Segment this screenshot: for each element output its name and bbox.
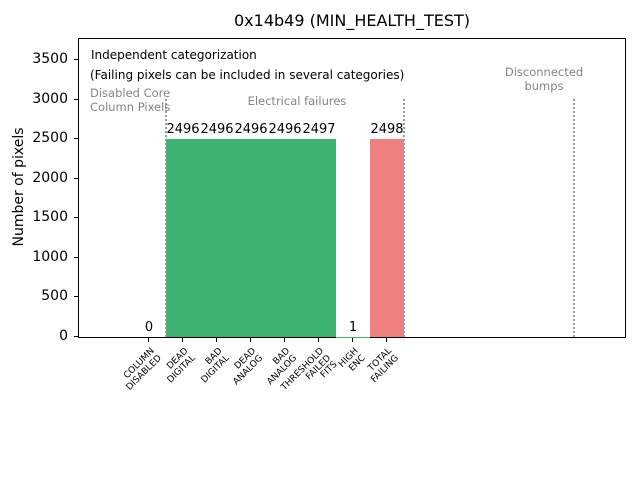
x-tick-label-bad-analog: BAD ANALOG <box>265 346 300 387</box>
y-tick-mark <box>74 217 78 218</box>
bar-value-label: 2497 <box>302 122 336 138</box>
x-tick-mark <box>284 338 285 342</box>
x-tick-label-column-disabled: COLUMN DISABLED <box>121 346 164 393</box>
bar-value-label: 2496 <box>166 122 200 138</box>
bar-value-label: 2496 <box>234 122 268 138</box>
bar-value-label: 2496 <box>200 122 234 138</box>
bar-value-label: 0 <box>144 320 154 335</box>
y-tick-label: 1500 <box>32 209 68 225</box>
x-tick-mark <box>386 338 387 342</box>
region-separator <box>573 99 575 337</box>
annotation-failing-note: (Failing pixels can be included in sever… <box>90 68 405 82</box>
bar-value-label: 2496 <box>268 122 302 138</box>
region-label-disconnected-bumps: Disconnected bumps <box>504 65 584 93</box>
x-tick-mark <box>352 338 353 342</box>
region-label-disabled-core-column-pixels: Disabled Core Column Pixels <box>90 86 171 114</box>
bar-dead-analog <box>234 139 268 337</box>
x-tick-label-high-enc: HIGH ENC <box>336 346 368 374</box>
region-separator <box>165 99 167 337</box>
x-tick-mark <box>318 338 319 342</box>
bar-bad-digital <box>200 139 234 337</box>
y-tick-label: 3500 <box>32 51 68 67</box>
x-tick-label-dead-digital: DEAD DIGITAL <box>165 346 198 385</box>
annotation-independent-categorization: Independent categorization <box>91 48 257 62</box>
x-tick-label-dead-analog: DEAD ANALOG <box>231 346 266 387</box>
x-tick-mark <box>216 338 217 342</box>
x-tick-label-threshold-failed-fits: THRESHOLD FAILED FITS <box>279 346 340 393</box>
x-tick-mark <box>182 338 183 342</box>
bar-bad-analog <box>268 139 302 337</box>
y-tick-label: 3000 <box>32 91 68 107</box>
y-tick-label: 0 <box>59 328 68 344</box>
x-tick-mark <box>250 338 251 342</box>
y-tick-mark <box>74 257 78 258</box>
y-tick-mark <box>74 178 78 179</box>
y-tick-label: 2500 <box>32 130 68 146</box>
x-tick-label-total-failing: TOTAL FAILING <box>367 346 402 385</box>
y-tick-mark <box>74 59 78 60</box>
bar-value-label: 2498 <box>370 122 404 138</box>
y-tick-mark <box>74 336 78 337</box>
bar-total-failing <box>370 139 404 337</box>
bar-threshold-failed-fits <box>302 139 336 337</box>
y-tick-mark <box>74 99 78 100</box>
x-tick-label-bad-digital: BAD DIGITAL <box>199 346 232 385</box>
plot-area: 0 2496 2496 2496 2496 2497 1 2498 <box>78 38 626 338</box>
chart-title: 0x14b49 (MIN_HEALTH_TEST) <box>234 11 470 30</box>
region-separator <box>403 99 405 337</box>
y-tick-mark <box>74 138 78 139</box>
y-tick-label: 2000 <box>32 170 68 186</box>
y-tick-mark <box>74 296 78 297</box>
x-tick-mark <box>148 338 149 342</box>
bar-dead-digital <box>166 139 200 337</box>
bar-value-label: 1 <box>348 319 358 335</box>
y-tick-label: 500 <box>41 288 68 304</box>
region-label-electrical-failures: Electrical failures <box>247 94 347 108</box>
y-tick-label: 1000 <box>32 249 68 265</box>
